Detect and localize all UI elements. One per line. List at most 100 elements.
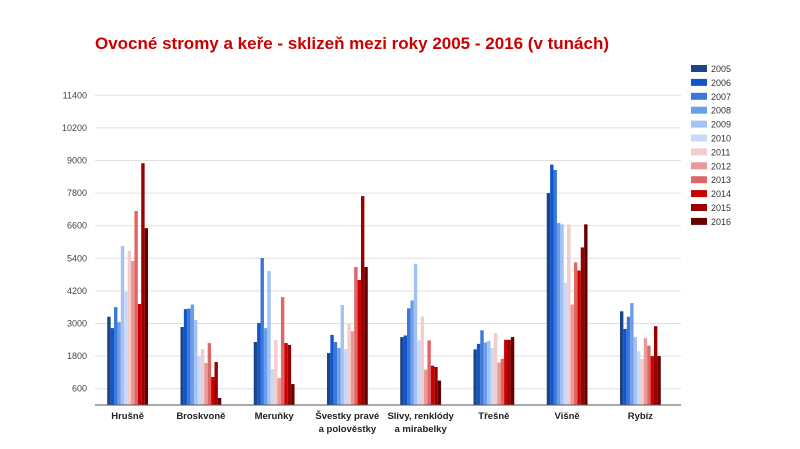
bar-2005 bbox=[473, 349, 477, 405]
bar-2009 bbox=[413, 263, 418, 405]
bar-2005 bbox=[253, 341, 258, 405]
bar-2007 bbox=[553, 170, 557, 405]
x-category-label: Švestky pravé bbox=[315, 410, 379, 422]
y-tick-label: 11400 bbox=[63, 90, 87, 100]
bar-2010 bbox=[197, 356, 201, 405]
bar-2006 bbox=[257, 322, 261, 405]
bar-2009 bbox=[487, 340, 491, 405]
bar-2005 bbox=[619, 311, 624, 405]
bar-2009 bbox=[560, 224, 564, 405]
bar-2012 bbox=[350, 331, 355, 405]
bar-2011 bbox=[640, 358, 644, 405]
bar-2007 bbox=[187, 308, 191, 405]
bar-2016 bbox=[217, 397, 222, 405]
bar-2016 bbox=[657, 356, 661, 405]
bar-2006 bbox=[403, 335, 408, 405]
bar-2015 bbox=[653, 326, 658, 405]
bar-2013 bbox=[280, 297, 285, 405]
bar-2014 bbox=[137, 303, 142, 405]
legend-label: 2005 bbox=[711, 64, 731, 74]
legend-swatch bbox=[691, 148, 707, 156]
bar-2015 bbox=[287, 344, 292, 405]
bar-2011 bbox=[567, 224, 571, 405]
legend-swatch bbox=[691, 204, 707, 211]
bar-2012 bbox=[131, 261, 135, 405]
bar-2016 bbox=[364, 266, 368, 405]
bar-2015 bbox=[141, 163, 145, 405]
bar-2013 bbox=[354, 266, 358, 405]
legend-label: 2012 bbox=[711, 161, 731, 171]
bar-2008 bbox=[556, 222, 561, 405]
legend-label: 2011 bbox=[711, 147, 730, 157]
bar-2014 bbox=[430, 365, 435, 405]
legend-swatch bbox=[691, 162, 707, 170]
bar-2005 bbox=[400, 337, 404, 405]
legend-swatch bbox=[691, 65, 707, 72]
y-tick-label: 7800 bbox=[67, 188, 87, 198]
bar-2013 bbox=[207, 343, 212, 405]
bar-2012 bbox=[643, 338, 648, 405]
bar-2006 bbox=[623, 328, 627, 405]
y-tick-label: 10200 bbox=[62, 123, 87, 133]
x-category-label: Třešně bbox=[478, 411, 509, 422]
bar-2008 bbox=[410, 300, 414, 405]
x-category-label: Hrušně bbox=[111, 411, 144, 422]
bar-2015 bbox=[507, 339, 511, 405]
bar-2010 bbox=[270, 369, 275, 405]
bar-2007 bbox=[407, 308, 411, 405]
legend-label: 2013 bbox=[711, 175, 731, 185]
bar-2011 bbox=[493, 333, 498, 405]
bar-2010 bbox=[124, 291, 128, 405]
y-tick-label: 4200 bbox=[67, 286, 87, 296]
x-category-label: Meruňky bbox=[255, 411, 295, 422]
bar-2008 bbox=[263, 328, 268, 405]
bar-2015 bbox=[214, 362, 218, 405]
bar-2012 bbox=[204, 362, 208, 405]
bar-2008 bbox=[190, 304, 195, 405]
legend-swatch bbox=[691, 106, 707, 114]
bar-2013 bbox=[647, 345, 651, 405]
legend-label: 2008 bbox=[711, 106, 731, 116]
bar-2009 bbox=[633, 337, 637, 405]
bar-2010 bbox=[343, 349, 348, 405]
bar-2005 bbox=[326, 353, 331, 405]
bar-2014 bbox=[211, 377, 215, 405]
bar-2011 bbox=[274, 340, 278, 405]
bar-2008 bbox=[483, 342, 488, 405]
bar-2012 bbox=[277, 378, 281, 405]
bar-2012 bbox=[424, 369, 428, 405]
legend-label: 2010 bbox=[711, 134, 731, 144]
bar-2014 bbox=[284, 343, 288, 405]
bar-2016 bbox=[510, 337, 515, 405]
legend-label: 2006 bbox=[711, 78, 731, 88]
bar-2015 bbox=[434, 366, 438, 405]
chart-title: Ovocné stromy a keře - sklizeň mezi roky… bbox=[95, 34, 610, 53]
x-category-label: Višně bbox=[555, 411, 580, 422]
bar-2006 bbox=[476, 343, 481, 405]
bar-2008 bbox=[630, 303, 634, 405]
bar-2007 bbox=[333, 341, 338, 405]
bar-2011 bbox=[347, 324, 351, 405]
bar-2014 bbox=[650, 356, 654, 405]
legend-swatch bbox=[691, 134, 707, 142]
y-tick-label: 9000 bbox=[67, 156, 87, 166]
legend-swatch bbox=[691, 217, 707, 225]
y-tick-label: 3000 bbox=[67, 319, 87, 329]
bar-2013 bbox=[427, 340, 431, 405]
bar-2015 bbox=[580, 247, 585, 405]
bar-2008 bbox=[117, 322, 121, 405]
bar-2007 bbox=[626, 316, 631, 405]
bar-2011 bbox=[127, 250, 132, 405]
bar-2011 bbox=[420, 316, 425, 405]
bar-2012 bbox=[497, 362, 501, 405]
legend-swatch bbox=[691, 176, 707, 184]
bar-2006 bbox=[110, 328, 115, 405]
bar-2006 bbox=[330, 334, 334, 405]
x-category-label: a polověstky bbox=[319, 424, 377, 435]
bar-2009 bbox=[340, 305, 344, 405]
legend-swatch bbox=[691, 92, 707, 100]
bar-2016 bbox=[437, 380, 442, 405]
bar-2010 bbox=[563, 282, 568, 405]
bar-2014 bbox=[357, 280, 361, 405]
